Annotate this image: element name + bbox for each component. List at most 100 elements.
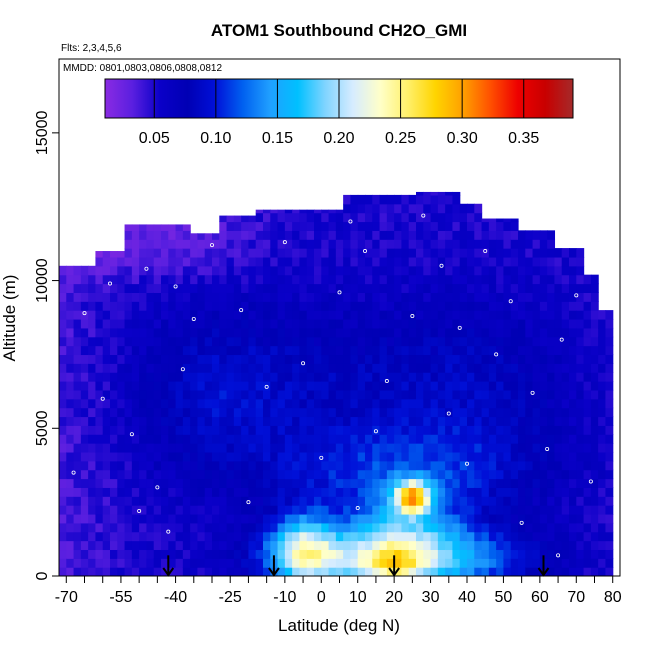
- heatmap-cell: [408, 292, 417, 302]
- heatmap-cell: [95, 487, 104, 497]
- heatmap-cell: [379, 354, 388, 364]
- heatmap-cell: [131, 224, 140, 231]
- heatmap-cell: [219, 274, 228, 285]
- heatmap-cell: [66, 416, 75, 426]
- heatmap-cell: [394, 487, 403, 497]
- observation-point: [108, 281, 113, 286]
- heatmap-cell: [117, 389, 126, 400]
- heatmap-cell: [343, 310, 352, 320]
- heatmap-cell: [437, 274, 446, 285]
- heatmap-cell: [445, 248, 454, 258]
- heatmap-cell: [467, 496, 475, 506]
- heatmap-cell: [59, 443, 67, 453]
- heatmap-cell: [139, 239, 148, 249]
- heatmap-cell: [430, 327, 439, 338]
- heatmap-cell: [416, 372, 424, 382]
- heatmap-cell: [299, 451, 308, 462]
- heatmap-cell: [539, 345, 548, 356]
- heatmap-cell: [270, 398, 279, 409]
- heatmap-cell: [459, 256, 468, 267]
- heatmap-cell: [226, 505, 235, 515]
- heatmap-cell: [532, 274, 541, 285]
- heatmap-cell: [73, 416, 82, 426]
- heatmap-cell: [321, 292, 330, 302]
- heatmap-cell: [182, 513, 191, 524]
- heatmap-cell: [386, 203, 395, 214]
- heatmap-cell: [365, 194, 373, 205]
- heatmap-cell: [503, 443, 512, 453]
- heatmap-cell: [306, 398, 315, 409]
- heatmap-cell: [598, 327, 607, 338]
- heatmap-cell: [204, 443, 213, 453]
- heatmap-cell: [146, 443, 155, 453]
- heatmap-cell: [255, 469, 264, 480]
- heatmap-cell: [474, 248, 483, 258]
- heatmap-cell: [357, 221, 366, 231]
- heatmap-cell: [481, 292, 490, 302]
- heatmap-cell: [88, 496, 97, 506]
- heatmap-cell: [197, 505, 206, 515]
- heatmap-cell: [343, 460, 352, 471]
- heatmap-cell: [321, 478, 330, 488]
- heatmap-cell: [321, 363, 330, 373]
- heatmap-cell: [532, 327, 541, 338]
- dates-label: MMDD: 0801,0803,0806,0808,0812: [63, 63, 222, 74]
- heatmap-cell: [452, 194, 461, 205]
- heatmap-cell: [110, 327, 118, 338]
- heatmap-cell: [459, 451, 468, 462]
- heatmap-cell: [66, 301, 75, 311]
- heatmap-cell: [357, 239, 366, 249]
- heatmap-cell: [598, 434, 607, 444]
- heatmap-cell: [547, 345, 556, 356]
- heatmap-cell: [226, 256, 235, 267]
- heatmap-cell: [467, 265, 475, 276]
- heatmap-cell: [503, 407, 512, 418]
- heatmap-cell: [117, 292, 126, 302]
- heatmap-cell: [532, 451, 541, 462]
- heatmap-cell: [314, 434, 322, 444]
- heatmap-cell: [576, 398, 585, 409]
- heatmap-cell: [459, 203, 468, 214]
- heatmap-cell: [372, 301, 381, 311]
- heatmap-cell: [394, 256, 403, 267]
- heatmap-cell: [518, 363, 526, 373]
- heatmap-cell: [263, 327, 271, 338]
- heatmap-cell: [569, 425, 577, 435]
- heatmap-cell: [532, 372, 541, 382]
- heatmap-cell: [131, 274, 140, 285]
- heatmap-cell: [386, 451, 395, 462]
- heatmap-cell: [335, 451, 344, 462]
- heatmap-cell: [554, 478, 563, 488]
- heatmap-cell: [212, 549, 220, 559]
- heatmap-cell: [153, 505, 162, 515]
- heatmap-cell: [80, 398, 89, 409]
- heatmap-cell: [474, 354, 483, 364]
- heatmap-cell: [124, 540, 133, 551]
- heatmap-cell: [408, 389, 417, 400]
- heatmap-cell: [467, 443, 475, 453]
- heatmap-cell: [255, 443, 264, 453]
- heatmap-cell: [66, 505, 75, 515]
- heatmap-cell: [284, 389, 293, 400]
- heatmap-cell: [416, 513, 424, 524]
- heatmap-cell: [59, 318, 67, 329]
- heatmap-cell: [590, 522, 599, 533]
- heatmap-cell: [241, 274, 250, 285]
- heatmap-cell: [182, 381, 191, 391]
- heatmap-cell: [605, 549, 614, 559]
- heatmap-cell: [525, 460, 534, 471]
- heatmap-cell: [110, 256, 118, 267]
- heatmap-cell: [139, 265, 148, 276]
- heatmap-cell: [488, 310, 497, 320]
- heatmap-cell: [197, 567, 206, 576]
- heatmap-cell: [306, 221, 315, 231]
- heatmap-cell: [270, 505, 279, 515]
- heatmap-cell: [219, 407, 228, 418]
- heatmap-cell: [386, 336, 395, 347]
- heatmap-cell: [197, 460, 206, 471]
- heatmap-cell: [343, 567, 352, 576]
- heatmap-cell: [343, 265, 352, 276]
- heatmap-cell: [248, 230, 257, 240]
- heatmap-cell: [452, 212, 461, 223]
- heatmap-cell: [343, 407, 352, 418]
